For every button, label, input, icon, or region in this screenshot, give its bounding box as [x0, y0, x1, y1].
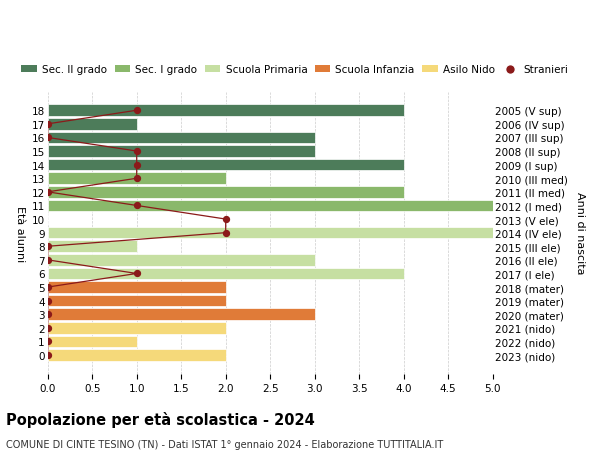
Point: [221, 230, 230, 237]
Bar: [47, 282, 226, 293]
Bar: [47, 132, 314, 144]
Bar: [47, 309, 314, 320]
Bar: [47, 187, 404, 198]
Point: [132, 162, 142, 169]
Y-axis label: Anni di nascita: Anni di nascita: [575, 192, 585, 274]
Y-axis label: Età alunni: Età alunni: [15, 205, 25, 261]
Point: [43, 284, 52, 291]
Text: Popolazione per età scolastica - 2024: Popolazione per età scolastica - 2024: [6, 412, 315, 428]
Bar: [47, 173, 226, 185]
Bar: [47, 105, 404, 117]
Point: [132, 202, 142, 210]
Bar: [47, 268, 404, 280]
Bar: [47, 322, 226, 334]
Point: [43, 338, 52, 346]
Bar: [47, 160, 404, 171]
Point: [43, 352, 52, 359]
Bar: [47, 350, 226, 361]
Point: [132, 270, 142, 278]
Bar: [47, 336, 137, 347]
Point: [43, 121, 52, 128]
Bar: [47, 241, 137, 252]
Point: [43, 311, 52, 318]
Point: [43, 325, 52, 332]
Point: [132, 107, 142, 115]
Text: COMUNE DI CINTE TESINO (TN) - Dati ISTAT 1° gennaio 2024 - Elaborazione TUTTITAL: COMUNE DI CINTE TESINO (TN) - Dati ISTAT…: [6, 440, 443, 449]
Point: [132, 148, 142, 156]
Bar: [47, 295, 226, 307]
Point: [43, 189, 52, 196]
Point: [221, 216, 230, 223]
Point: [43, 257, 52, 264]
Point: [43, 297, 52, 305]
Bar: [47, 119, 137, 130]
Point: [43, 134, 52, 142]
Point: [132, 175, 142, 183]
Point: [43, 243, 52, 251]
Bar: [47, 227, 493, 239]
Bar: [47, 146, 314, 157]
Bar: [47, 200, 493, 212]
Legend: Sec. II grado, Sec. I grado, Scuola Primaria, Scuola Infanzia, Asilo Nido, Stran: Sec. II grado, Sec. I grado, Scuola Prim…: [17, 61, 572, 79]
Bar: [47, 255, 314, 266]
